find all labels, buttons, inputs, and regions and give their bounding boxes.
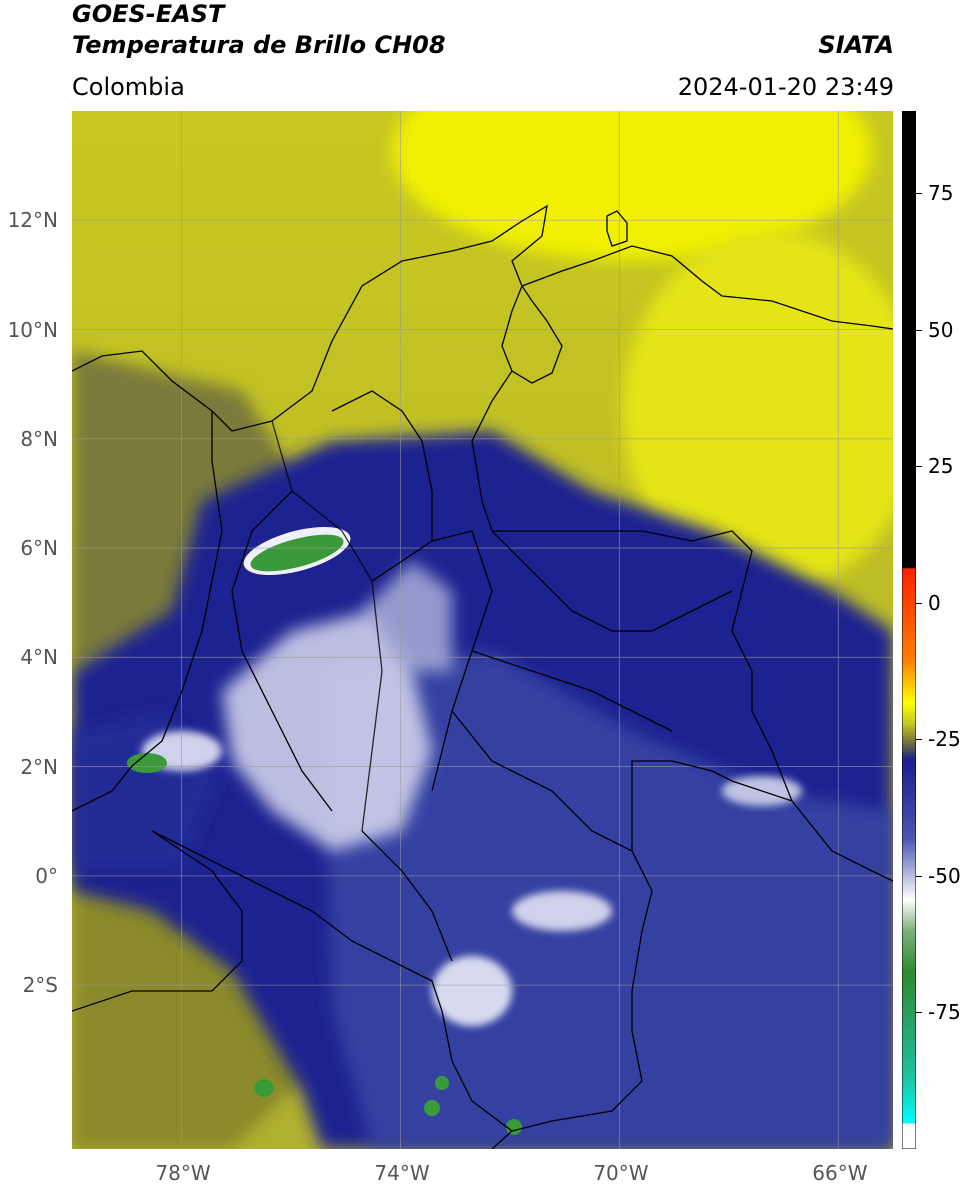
lat-tick-label: 0° [35, 863, 58, 888]
lat-tick-label: 6°N [20, 536, 58, 561]
lon-tick-label: 78°W [155, 1161, 211, 1185]
lat-tick-label: 4°N [20, 645, 58, 670]
warm-area-north [392, 111, 872, 261]
lon-tick-label: 74°W [374, 1161, 430, 1185]
cold-core-2 [127, 753, 167, 773]
colorbar-tick-label: 75 [928, 180, 954, 205]
colorbar-tick-label: 25 [928, 454, 954, 479]
convective-cloud-south [432, 956, 512, 1026]
colorbar-tick [916, 192, 922, 194]
colorbar-tick-label: -75 [928, 1000, 961, 1025]
department-boundary-4 [471, 650, 673, 732]
colorbar-tick [916, 1012, 922, 1014]
lon-tick-label: 70°W [593, 1161, 649, 1185]
cold-core-6 [506, 1119, 522, 1135]
title-product: Temperatura de Brillo CH08 [72, 31, 446, 59]
paraguana-peninsula [606, 210, 628, 247]
title-satellite: GOES-EAST [72, 0, 225, 28]
colorbar [902, 111, 916, 1149]
borders [72, 204, 893, 1149]
colorbar-tick [916, 739, 922, 741]
colombia-brazil-border [511, 760, 793, 1132]
lon-tick-label: 66°W [812, 1161, 868, 1185]
colorbar-tick [916, 466, 922, 468]
cold-core-4 [435, 1076, 449, 1090]
department-boundary-5 [451, 710, 633, 852]
lat-tick-label: 2°S [22, 973, 58, 998]
caribbean-coastline [72, 204, 893, 432]
lat-tick-label: 8°N [20, 426, 58, 451]
venezuela-guyana-border [791, 800, 893, 882]
colombia-peru-border [151, 830, 513, 1132]
lat-tick-label: 12°N [7, 208, 58, 233]
ecuador-border [72, 830, 243, 1012]
lat-tick-label: 2°N [20, 754, 58, 779]
warm-area-east [622, 231, 893, 591]
pacific-coastline [72, 411, 223, 812]
cold-core-5 [424, 1100, 440, 1116]
department-boundary-3 [331, 390, 433, 541]
satellite-imagery [72, 111, 893, 1149]
convective-cloud-central [362, 561, 452, 671]
region-label: Colombia [72, 73, 185, 101]
satellite-map [72, 111, 893, 1149]
convective-cloud-amazon [512, 891, 612, 931]
agency-label: SIATA [818, 31, 894, 59]
convective-cloud-andes [222, 611, 432, 851]
colorbar-gradient [902, 111, 916, 1149]
colorbar-tick [916, 602, 922, 604]
colorbar-tick-label: -50 [928, 863, 961, 888]
cold-core-1 [250, 534, 344, 572]
colorbar-tick [916, 875, 922, 877]
colorbar-tick [916, 329, 922, 331]
olive-area-west [72, 351, 292, 671]
colorbar-tick-label: -25 [928, 727, 961, 752]
department-boundary-8 [491, 530, 733, 632]
cold-core-3 [254, 1079, 274, 1097]
colorbar-tick-label: 0 [928, 590, 941, 615]
colorbar-tick-label: 50 [928, 317, 954, 342]
graticule [72, 111, 893, 1149]
maracaibo-lake [501, 284, 563, 384]
colombia-venezuela-border [471, 370, 793, 802]
peru-brazil-border [491, 1130, 513, 1149]
lat-tick-label: 10°N [7, 317, 58, 342]
department-boundary-6 [361, 830, 453, 962]
department-boundary-7 [231, 490, 333, 812]
timestamp-label: 2024-01-20 23:49 [677, 73, 894, 101]
